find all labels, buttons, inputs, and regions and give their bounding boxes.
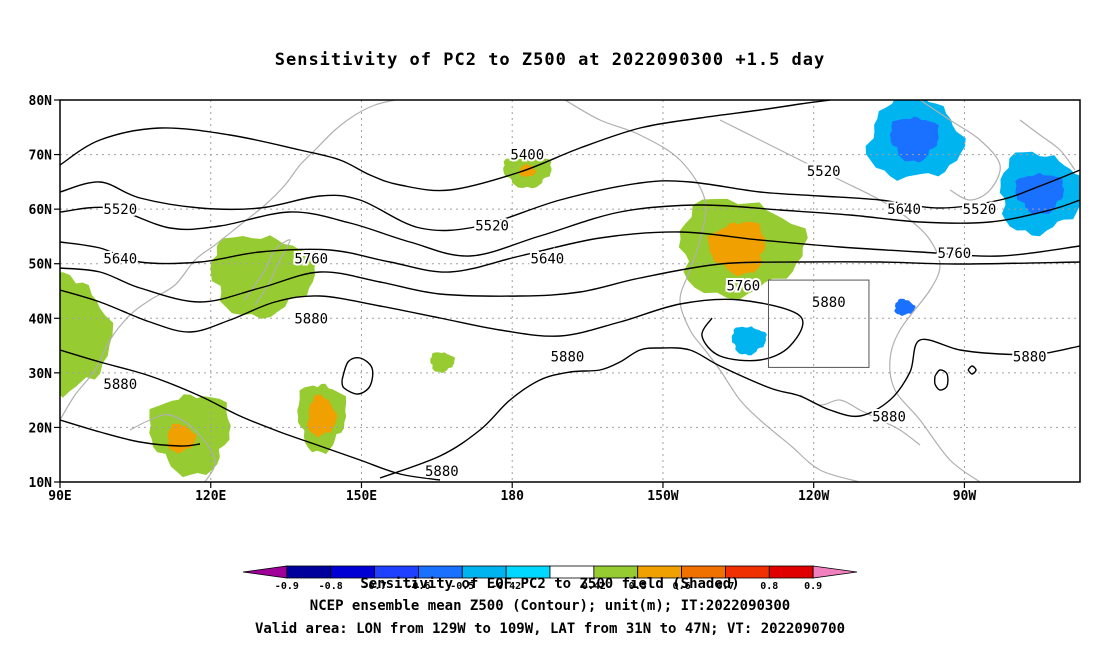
y-axis-ticks: 10N 20N 30N 40N 50N 60N 70N 80N <box>29 94 60 491</box>
x-tick-label: 150W <box>647 489 678 504</box>
contour-label: 5760 <box>726 279 760 295</box>
sensitivity-region-negative <box>731 326 767 356</box>
colorbar-label: -0.7 <box>363 581 387 592</box>
z500-contour-line <box>60 261 1080 303</box>
sensitivity-region-negative <box>889 116 939 163</box>
z500-contours <box>60 100 1080 481</box>
coastlines <box>60 100 1076 482</box>
y-tick-label: 50N <box>29 258 53 273</box>
colorbar-label: 0.6 <box>673 581 691 592</box>
sensitivity-shading <box>60 100 1080 478</box>
z500-contour-line <box>341 356 374 395</box>
colorbar-label: -0.9 <box>275 581 299 592</box>
contour-label: 5760 <box>294 251 328 267</box>
contour-label: 5880 <box>294 311 328 327</box>
coastline <box>919 100 1001 201</box>
colorbar-label: 0.9 <box>804 581 822 592</box>
map-area: 5400 5520 5520 5520 5520 5640 5640 5640 5760 5760… <box>60 100 1080 482</box>
coastline <box>1019 119 1076 171</box>
colorbar-label: -0.5 <box>450 581 474 592</box>
z500-contour-line <box>379 338 1080 479</box>
colorbar-end-high <box>812 565 858 579</box>
x-tick-label: 180 <box>500 489 524 504</box>
contour-label: 5520 <box>807 164 841 180</box>
caption-line-2: NCEP ensemble mean Z500 (Contour); unit(… <box>309 598 791 614</box>
z500-contour-line <box>60 289 804 362</box>
y-tick-label: 10N <box>29 476 53 491</box>
contour-label: 5520 <box>475 219 509 235</box>
contour-label: 5880 <box>425 464 459 480</box>
contour-label: 5880 <box>1013 349 1047 365</box>
contour-label: 5640 <box>531 251 565 267</box>
colorbar-label: -0.8 <box>319 581 343 592</box>
sensitivity-region-positive <box>210 235 319 319</box>
z500-contour-line <box>60 100 831 192</box>
z500-contour-line <box>60 419 201 447</box>
valid-area-box <box>767 279 870 368</box>
x-tick-label: 90E <box>48 489 71 504</box>
contour-label: 5640 <box>103 251 137 267</box>
z500-contour-line <box>60 169 1080 232</box>
z500-contour-line <box>60 199 1080 257</box>
contour-label: 5880 <box>812 295 846 311</box>
sensitivity-region-negative <box>1015 172 1065 215</box>
x-axis-ticks: 90E120E150E180150W120W90W60W <box>48 482 977 504</box>
contour-label: 5520 <box>963 202 997 218</box>
colorbar-label: 0.5 <box>629 581 647 592</box>
caption-line-1: Sensitivity of EOF PC2 to Z500 field (Sh… <box>360 576 740 592</box>
y-tick-label: 70N <box>29 149 53 164</box>
colorbar-label: -0.6 <box>406 581 430 592</box>
chart-title: Sensitivity of PC2 to Z500 at 2022090300… <box>274 50 826 70</box>
x-tick-label: 120E <box>195 489 226 504</box>
x-tick-label: 90W <box>953 489 977 504</box>
y-tick-label: 30N <box>29 367 53 382</box>
coastline <box>60 100 396 421</box>
y-tick-label: 60N <box>29 203 53 218</box>
contour-label: 5880 <box>872 410 906 426</box>
contour-label: 5400 <box>510 148 544 164</box>
x-tick-label: 120W <box>798 489 829 504</box>
colorbar-label: 0.42 <box>582 581 606 592</box>
contour-label: 5520 <box>103 202 137 218</box>
y-tick-label: 20N <box>29 421 53 436</box>
y-tick-label: 80N <box>29 94 53 109</box>
sensitivity-region-positive <box>60 272 114 398</box>
contour-label: 5760 <box>938 246 972 262</box>
sensitivity-region-negative <box>894 298 916 316</box>
colorbar-label: 0.7 <box>716 581 734 592</box>
x-tick-label: 150E <box>346 489 377 504</box>
contour-labels: 5400 5520 5520 5520 5520 5640 5640 5640 5760 5760… <box>101 146 1048 482</box>
colorbar-label: -0.42 <box>491 581 521 592</box>
coastline <box>719 119 981 482</box>
coastline <box>244 239 291 306</box>
colorbar: -0.9 -0.8 -0.7 -0.6 -0.5 -0.42 0.42 0.5 0.6 0.7 0.… <box>242 565 858 592</box>
caption-line-3: Valid area: LON from 129W to 109W, LAT f… <box>254 621 845 637</box>
z500-contour-line <box>933 369 949 391</box>
contour-label: 5880 <box>103 377 137 393</box>
sensitivity-region-positive <box>430 352 456 374</box>
z500-contour-line <box>60 231 1080 273</box>
coastline <box>564 100 861 482</box>
colorbar-label: 0.8 <box>760 581 778 592</box>
contour-label: 5880 <box>551 349 585 365</box>
map-frame <box>59 99 1081 483</box>
contour-label: 5640 <box>887 202 921 218</box>
z500-contour-line <box>60 349 441 481</box>
coastline <box>129 414 216 482</box>
y-tick-label: 40N <box>29 312 53 327</box>
z500-contour-line <box>967 365 977 375</box>
sensitivity-region-positive <box>307 394 338 438</box>
